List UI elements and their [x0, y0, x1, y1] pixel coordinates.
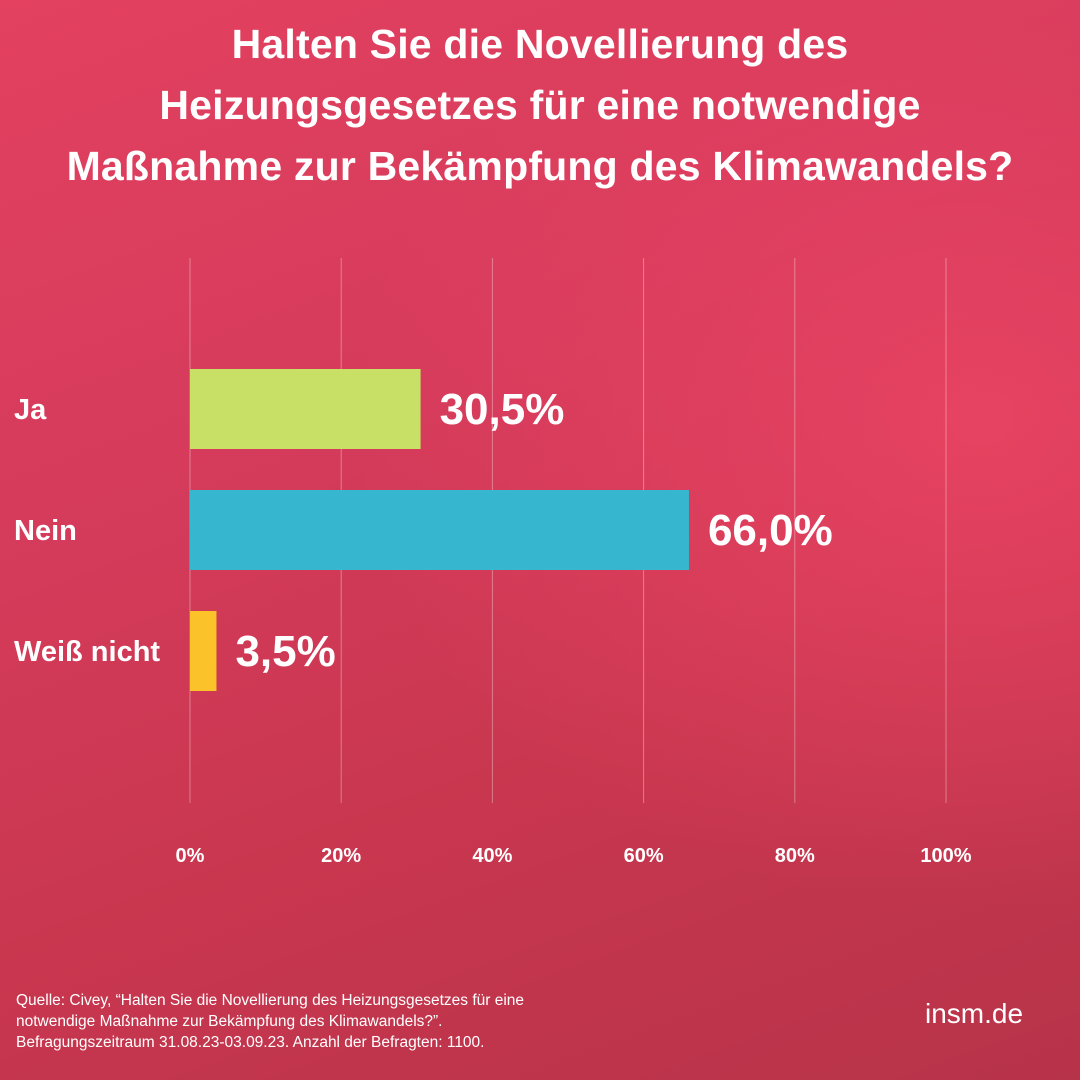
category-label: Ja — [14, 394, 47, 426]
x-tick-label: 60% — [624, 845, 664, 867]
bar — [190, 490, 689, 570]
bar — [190, 369, 421, 449]
brand-logo-text: insm.de — [925, 998, 1024, 1029]
source-note: Quelle: Civey, “Halten Sie die Novellier… — [16, 990, 716, 1053]
source-line: Befragungszeitraum 31.08.23-03.09.23. An… — [16, 1034, 485, 1051]
value-label: 3,5% — [235, 627, 335, 676]
value-label: 66,0% — [708, 506, 833, 555]
title-line: Halten Sie die Novellierung des — [231, 21, 849, 67]
bar — [190, 611, 217, 691]
title-line: Heizungsgesetzes für eine notwendige — [159, 82, 921, 128]
x-tick-label: 100% — [920, 845, 971, 867]
title-line: Maßnahme zur Bekämpfung des Klimawandels… — [66, 143, 1014, 189]
x-tick-label: 20% — [321, 845, 361, 867]
category-label: Nein — [14, 515, 77, 547]
source-line: Quelle: Civey, “Halten Sie die Novellier… — [16, 992, 525, 1009]
x-tick-label: 40% — [472, 845, 512, 867]
x-tick-label: 0% — [176, 845, 205, 867]
source-line: notwendige Maßnahme zur Bekämpfung des K… — [16, 1013, 443, 1030]
value-label: 30,5% — [440, 385, 565, 434]
x-tick-label: 80% — [775, 845, 815, 867]
category-label: Weiß nicht — [14, 636, 160, 668]
chart-title: Halten Sie die Novellierung des Heizungs… — [0, 14, 1080, 197]
